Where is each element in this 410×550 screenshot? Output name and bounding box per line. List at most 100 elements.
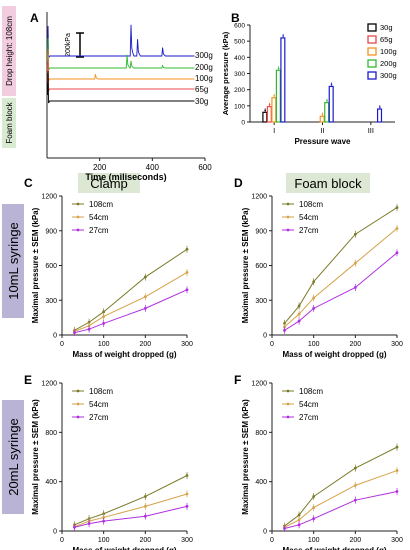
bar-b-100g-II (319, 115, 325, 123)
point-c-27cm (73, 331, 76, 335)
drop-height-box (2, 6, 16, 96)
bar-b-30g-I (262, 111, 268, 123)
legend-d-label-108cm: 108cm (299, 200, 323, 209)
point-e-54cm (143, 504, 147, 508)
foam-block-box (2, 98, 16, 148)
point-b (379, 106, 381, 108)
foam-header-box (286, 173, 370, 193)
tick-label-f-y: 1200 (251, 381, 267, 388)
tick-label-d-y: 900 (255, 228, 267, 235)
series-label-a-100g: 100g (195, 74, 213, 83)
legend-f-marker-108cm (286, 389, 290, 393)
tick-label-b-x: III (368, 126, 374, 135)
clamp-header-box (78, 173, 140, 193)
panel-letter-f: F (234, 373, 241, 387)
chart-d: 0 300 600 900 1200 0 100 200 300 Mass of weight d… (241, 194, 403, 360)
tick-label-d-y: 600 (255, 263, 267, 270)
tick-label-d-y: 0 (263, 333, 267, 340)
legend-c-marker-54cm (76, 215, 80, 219)
drop-height-label: Drop height: 108cm (5, 16, 14, 86)
legend-d-label-27cm: 27cm (299, 226, 319, 235)
series-f-108cm (284, 446, 398, 527)
series-d-27cm (284, 252, 398, 331)
tick-label-b-y: 300 (234, 71, 245, 78)
point-c-108cm (143, 275, 147, 279)
point-d-108cm (353, 232, 357, 236)
point-d-27cm (353, 286, 357, 289)
point-e-27cm (102, 519, 106, 523)
point-c-27cm (102, 322, 106, 325)
tick-label-c-y: 0 (53, 333, 57, 340)
tick-label-e-y: 0 (53, 529, 57, 536)
point-d-54cm (395, 227, 399, 230)
tick-label-c-x: 0 (60, 341, 64, 348)
tick-label-e-y: 400 (45, 479, 57, 486)
legend-b-label-300g: 300g (380, 71, 397, 80)
point-e-108cm (102, 512, 106, 516)
series-label-a-30g: 30g (195, 97, 208, 106)
tick-label-d-x: 100 (308, 341, 320, 348)
point-f-54cm (353, 483, 357, 487)
legend-c-label-108cm: 108cm (89, 200, 113, 209)
point-e-54cm (185, 492, 189, 496)
bar-b-200g-I (275, 69, 281, 123)
tick-label-e-x: 300 (181, 537, 193, 544)
legend-e-label-108cm: 108cm (89, 387, 113, 396)
tick-label-f-x: 0 (270, 537, 274, 544)
panel-letter-d: D (234, 176, 243, 190)
tick-label-b-x: II (320, 126, 324, 135)
foam-block-side-label: Foam block (5, 101, 14, 143)
point-e-27cm (87, 522, 91, 525)
legend-b-label-65g: 65g (380, 35, 393, 44)
point-c-27cm (185, 288, 189, 292)
chart-c: 0 300 600 900 1200 0 100 200 300 Mass of weight d… (31, 194, 193, 360)
point-e-27cm (185, 504, 189, 508)
series-label-a-300g: 300g (195, 51, 213, 60)
point-f-27cm (297, 523, 301, 527)
chart-f: 0 400 800 1200 0 100 200 300 Mass of weight drop… (241, 381, 403, 550)
legend-c-label-27cm: 27cm (89, 226, 109, 235)
series-a-300g (47, 24, 195, 59)
tick-label-c-y: 1200 (41, 194, 57, 201)
tick-label-c-y: 600 (45, 263, 57, 270)
tick-label-d-x: 300 (391, 341, 403, 348)
tick-label-c-y: 300 (45, 298, 57, 305)
point-c-54cm (102, 315, 106, 318)
point-f-54cm (312, 506, 316, 509)
tick-label-e-x: 100 (98, 537, 110, 544)
point-b (321, 113, 324, 116)
point-b (268, 103, 271, 106)
point-d-27cm (283, 328, 286, 332)
tick-label-f-y: 0 (263, 529, 267, 536)
legend-f-marker-54cm (286, 402, 290, 406)
legend-f-marker-27cm (286, 415, 290, 419)
series-c-27cm (74, 289, 188, 334)
point-e-54cm (102, 516, 106, 519)
point-f-108cm (297, 513, 301, 517)
point-d-54cm (312, 296, 316, 300)
series-a-30g (47, 70, 195, 104)
chart-b: 0 100 200 300 400 500 600 Average pressure (kPa… (221, 23, 397, 147)
point-b (282, 35, 284, 37)
bar-b-100g-I (271, 97, 277, 123)
point-d-27cm (395, 251, 399, 255)
xlabel-c: Mass of weight dropped (g) (73, 350, 177, 359)
tick-label-b-y: 600 (234, 23, 245, 30)
point-d-108cm (297, 304, 301, 308)
point-f-27cm (395, 490, 399, 493)
series-d-54cm (284, 228, 398, 328)
point-e-108cm (185, 474, 189, 477)
tick-label-e-x: 200 (139, 537, 151, 544)
bar-b-300g-I (280, 37, 286, 123)
tick-label-b-y: 400 (234, 55, 245, 62)
legend-d-marker-108cm (286, 202, 290, 206)
legend-b-swatch-300g (367, 71, 377, 80)
legend-b-label-200g: 200g (380, 59, 397, 68)
point-b (326, 99, 328, 102)
point-f-54cm (297, 518, 301, 522)
legend-c-marker-108cm (76, 202, 80, 206)
syringe-20-label: 20mL syringe (6, 418, 21, 496)
point-d-27cm (312, 306, 316, 310)
bar-b-300g-II (328, 85, 334, 123)
